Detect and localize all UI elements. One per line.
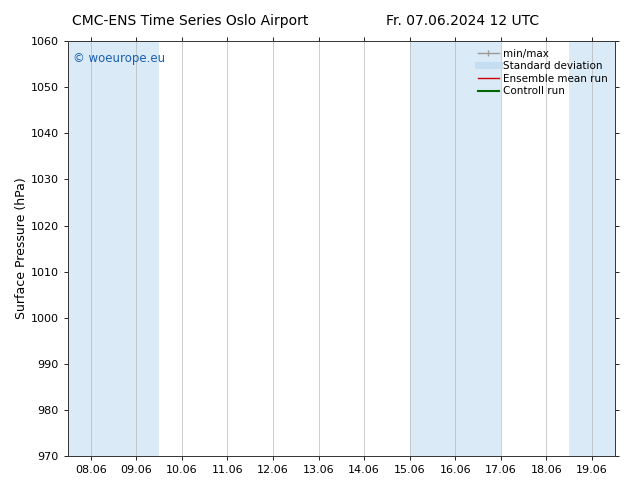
Bar [569,41,615,456]
Text: © woeurope.eu: © woeurope.eu [74,51,165,65]
Legend: min/max, Standard deviation, Ensemble mean run, Controll run: min/max, Standard deviation, Ensemble me… [476,47,610,98]
Bar [410,41,455,456]
Bar [113,41,159,456]
Y-axis label: Surface Pressure (hPa): Surface Pressure (hPa) [15,178,28,319]
Text: CMC-ENS Time Series Oslo Airport: CMC-ENS Time Series Oslo Airport [72,14,308,28]
Text: Fr. 07.06.2024 12 UTC: Fr. 07.06.2024 12 UTC [386,14,540,28]
Bar [68,41,113,456]
Bar [455,41,501,456]
